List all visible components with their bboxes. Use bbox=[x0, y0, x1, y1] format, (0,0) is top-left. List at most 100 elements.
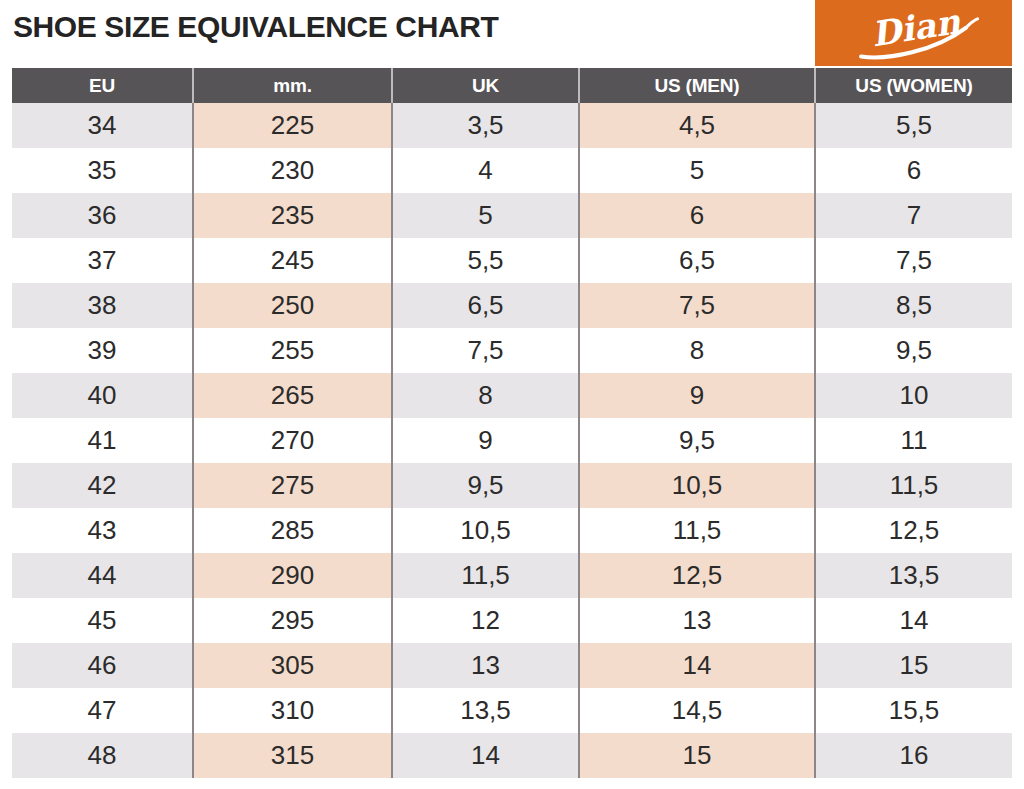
table-cell: 6 bbox=[815, 148, 1012, 193]
table-cell: 48 bbox=[12, 733, 193, 778]
table-cell: 4 bbox=[392, 148, 579, 193]
brand-logo: Dian bbox=[815, 0, 1012, 66]
table-cell: 7 bbox=[815, 193, 1012, 238]
table-cell: 245 bbox=[193, 238, 392, 283]
table-cell: 6,5 bbox=[392, 283, 579, 328]
table-cell: 285 bbox=[193, 508, 392, 553]
table-row: 372455,56,57,5 bbox=[12, 238, 1012, 283]
table-cell: 42 bbox=[12, 463, 193, 508]
table-cell: 290 bbox=[193, 553, 392, 598]
table-header-cell: mm. bbox=[193, 68, 392, 103]
table-cell: 250 bbox=[193, 283, 392, 328]
table-cell: 4,5 bbox=[579, 103, 815, 148]
table-cell: 10,5 bbox=[392, 508, 579, 553]
table-row: 4328510,511,512,5 bbox=[12, 508, 1012, 553]
brand-logo-script: Dian bbox=[824, 2, 1004, 64]
table-cell: 40 bbox=[12, 373, 193, 418]
table-cell: 44 bbox=[12, 553, 193, 598]
table-cell: 12,5 bbox=[579, 553, 815, 598]
table-cell: 13,5 bbox=[392, 688, 579, 733]
table-cell: 9,5 bbox=[392, 463, 579, 508]
table-cell: 45 bbox=[12, 598, 193, 643]
table-cell: 235 bbox=[193, 193, 392, 238]
table-row: 392557,589,5 bbox=[12, 328, 1012, 373]
table-row: 35230456 bbox=[12, 148, 1012, 193]
table-cell: 43 bbox=[12, 508, 193, 553]
table-row: 46305131415 bbox=[12, 643, 1012, 688]
table-cell: 15 bbox=[579, 733, 815, 778]
table-cell: 10,5 bbox=[579, 463, 815, 508]
table-cell: 38 bbox=[12, 283, 193, 328]
table-cell: 295 bbox=[193, 598, 392, 643]
table-cell: 3,5 bbox=[392, 103, 579, 148]
table-cell: 5 bbox=[579, 148, 815, 193]
page-title: SHOE SIZE EQUIVALENCE CHART bbox=[13, 10, 498, 44]
table-header-cell: US (MEN) bbox=[579, 68, 815, 103]
table-cell: 275 bbox=[193, 463, 392, 508]
table-cell: 230 bbox=[193, 148, 392, 193]
table-cell: 16 bbox=[815, 733, 1012, 778]
table-cell: 270 bbox=[193, 418, 392, 463]
table-cell: 5 bbox=[392, 193, 579, 238]
table-header-cell: EU bbox=[12, 68, 193, 103]
table-header-cell: US (WOMEN) bbox=[815, 68, 1012, 103]
table-cell: 46 bbox=[12, 643, 193, 688]
table-row: 422759,510,511,5 bbox=[12, 463, 1012, 508]
table-cell: 10 bbox=[815, 373, 1012, 418]
brand-logo-text: Dian bbox=[868, 2, 964, 54]
table-row: 4127099,511 bbox=[12, 418, 1012, 463]
table-cell: 13,5 bbox=[815, 553, 1012, 598]
table-cell: 14 bbox=[579, 643, 815, 688]
table-cell: 6 bbox=[579, 193, 815, 238]
table-cell: 15,5 bbox=[815, 688, 1012, 733]
table-cell: 5,5 bbox=[815, 103, 1012, 148]
table-cell: 11,5 bbox=[579, 508, 815, 553]
table-row: 402658910 bbox=[12, 373, 1012, 418]
table-cell: 7,5 bbox=[579, 283, 815, 328]
table-row: 342253,54,55,5 bbox=[12, 103, 1012, 148]
table-cell: 305 bbox=[193, 643, 392, 688]
table-cell: 35 bbox=[12, 148, 193, 193]
table-cell: 7,5 bbox=[815, 238, 1012, 283]
table-cell: 13 bbox=[392, 643, 579, 688]
table-cell: 14 bbox=[815, 598, 1012, 643]
size-table: EUmm.UKUS (MEN)US (WOMEN) 342253,54,55,5… bbox=[12, 68, 1012, 778]
page: SHOE SIZE EQUIVALENCE CHART Dian EUmm.UK… bbox=[0, 0, 1024, 789]
table-row: 36235567 bbox=[12, 193, 1012, 238]
table-cell: 7,5 bbox=[392, 328, 579, 373]
table-cell: 5,5 bbox=[392, 238, 579, 283]
table-cell: 14,5 bbox=[579, 688, 815, 733]
table-cell: 41 bbox=[12, 418, 193, 463]
table-cell: 8,5 bbox=[815, 283, 1012, 328]
table-cell: 9,5 bbox=[579, 418, 815, 463]
table-cell: 225 bbox=[193, 103, 392, 148]
table-cell: 37 bbox=[12, 238, 193, 283]
table-cell: 11,5 bbox=[815, 463, 1012, 508]
table-cell: 34 bbox=[12, 103, 193, 148]
table-row: 382506,57,58,5 bbox=[12, 283, 1012, 328]
table-cell: 255 bbox=[193, 328, 392, 373]
table-cell: 310 bbox=[193, 688, 392, 733]
table-cell: 12 bbox=[392, 598, 579, 643]
table-row: 45295121314 bbox=[12, 598, 1012, 643]
table-cell: 315 bbox=[193, 733, 392, 778]
table-header-row: EUmm.UKUS (MEN)US (WOMEN) bbox=[12, 68, 1012, 103]
table-cell: 9 bbox=[392, 418, 579, 463]
table-cell: 12,5 bbox=[815, 508, 1012, 553]
table-cell: 11,5 bbox=[392, 553, 579, 598]
table-cell: 14 bbox=[392, 733, 579, 778]
table-cell: 8 bbox=[579, 328, 815, 373]
table-cell: 13 bbox=[579, 598, 815, 643]
table-cell: 11 bbox=[815, 418, 1012, 463]
table-row: 48315141516 bbox=[12, 733, 1012, 778]
table-cell: 8 bbox=[392, 373, 579, 418]
table-cell: 36 bbox=[12, 193, 193, 238]
table-cell: 47 bbox=[12, 688, 193, 733]
table-cell: 9 bbox=[579, 373, 815, 418]
table-header-cell: UK bbox=[392, 68, 579, 103]
table-cell: 6,5 bbox=[579, 238, 815, 283]
table-body: 342253,54,55,53523045636235567372455,56,… bbox=[12, 103, 1012, 778]
table-cell: 39 bbox=[12, 328, 193, 373]
table-cell: 265 bbox=[193, 373, 392, 418]
table-cell: 15 bbox=[815, 643, 1012, 688]
